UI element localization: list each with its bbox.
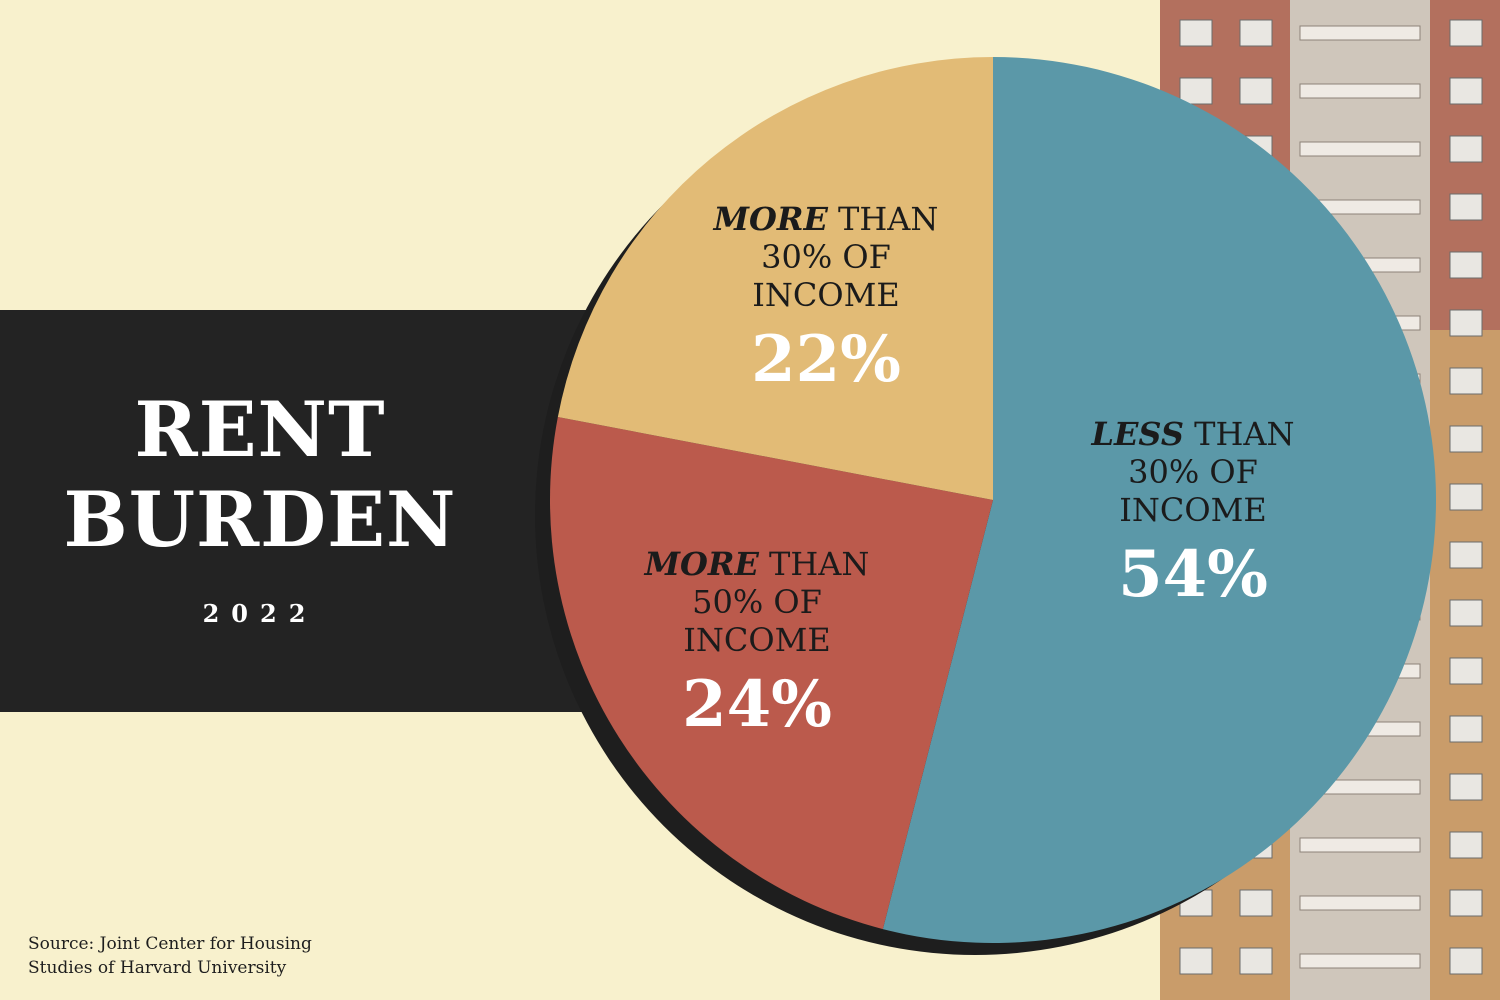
building-window [1239, 889, 1273, 917]
slice-value: 54% [1118, 537, 1268, 612]
building-window [1179, 947, 1213, 975]
slice-text: THAN [1194, 415, 1295, 453]
slice-text: 50% OF [692, 583, 822, 621]
building-balcony [1299, 953, 1421, 969]
slice-label-less-30: LESS THAN 30% OF INCOME 54% [1043, 415, 1343, 615]
building-window [1179, 77, 1213, 105]
title-band [0, 310, 620, 712]
slice-emphasis: LESS [1091, 415, 1184, 453]
building-window [1449, 773, 1483, 801]
building-window [1239, 19, 1273, 47]
pie-slice-less-30 [882, 57, 1436, 943]
slice-value: 22% [751, 322, 901, 397]
building-balcony [1299, 25, 1421, 41]
building-window [1449, 19, 1483, 47]
slice-text: INCOME [752, 276, 900, 314]
building-window [1449, 599, 1483, 627]
pie-slice-more-50 [549, 416, 993, 930]
title-block: RENT BURDEN 2022 [40, 385, 480, 628]
building-balcony [1299, 895, 1421, 911]
source-note: Source: Joint Center for Housing Studies… [28, 932, 348, 980]
building-window [1449, 715, 1483, 743]
building-window [1449, 77, 1483, 105]
title-line-1: RENT [134, 385, 386, 474]
building-window [1449, 657, 1483, 685]
source-line-2: Studies of Harvard University [28, 958, 287, 978]
building-balcony [1299, 837, 1421, 853]
slice-text: 30% OF [1128, 453, 1258, 491]
building-window [1449, 309, 1483, 337]
pie-slice-more-30 [557, 57, 993, 500]
building-balcony [1299, 141, 1421, 157]
title-line-2: BURDEN [63, 475, 457, 564]
building-window [1449, 541, 1483, 569]
source-line-1: Source: Joint Center for Housing [28, 934, 312, 954]
slice-text: THAN [769, 545, 870, 583]
building-window [1449, 367, 1483, 395]
building-balcony [1299, 83, 1421, 99]
building-window [1449, 947, 1483, 975]
building-window [1239, 77, 1273, 105]
slice-text: INCOME [683, 621, 831, 659]
slice-value: 24% [682, 667, 832, 742]
building-window [1449, 193, 1483, 221]
building-window [1449, 425, 1483, 453]
building-window [1239, 947, 1273, 975]
building-window [1449, 831, 1483, 859]
slice-label-more-50: MORE THAN 50% OF INCOME 24% [607, 545, 907, 745]
year-label: 2022 [202, 599, 318, 628]
slice-emphasis: MORE [713, 200, 828, 238]
building-window [1449, 889, 1483, 917]
slice-label-more-30: MORE THAN 30% OF INCOME 22% [676, 200, 976, 400]
slice-text: 30% OF [761, 238, 891, 276]
slice-emphasis: MORE [644, 545, 759, 583]
building-window [1449, 251, 1483, 279]
slice-text: THAN [838, 200, 939, 238]
slice-text: INCOME [1119, 491, 1267, 529]
building-window [1449, 483, 1483, 511]
building-window [1449, 135, 1483, 163]
building-window [1179, 19, 1213, 47]
